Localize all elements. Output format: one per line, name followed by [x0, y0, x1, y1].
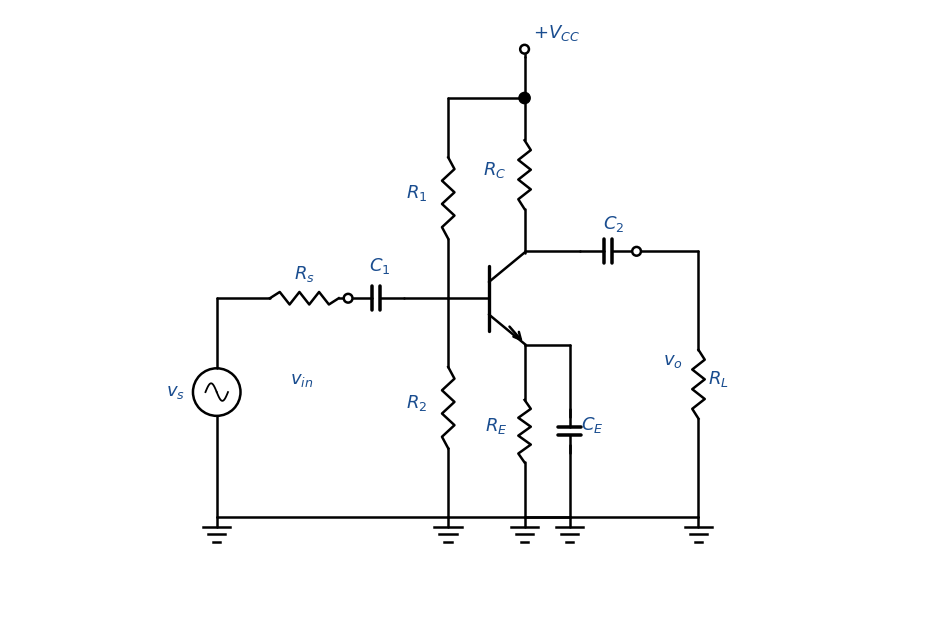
Circle shape	[520, 45, 529, 54]
Text: $R_E$: $R_E$	[485, 416, 507, 436]
Text: $C_1$: $C_1$	[369, 256, 390, 276]
Text: $R_2$: $R_2$	[406, 392, 428, 413]
Text: $C_2$: $C_2$	[602, 214, 624, 234]
Circle shape	[632, 247, 641, 256]
Text: $+V_{CC}$: $+V_{CC}$	[532, 23, 580, 43]
Text: $v_s$: $v_s$	[166, 383, 186, 401]
Circle shape	[519, 93, 531, 103]
Text: $R_1$: $R_1$	[406, 183, 428, 203]
Text: $R_L$: $R_L$	[708, 369, 729, 389]
Text: $R_s$: $R_s$	[294, 264, 315, 284]
Text: $v_{in}$: $v_{in}$	[290, 370, 313, 389]
Text: $v_o$: $v_o$	[663, 352, 683, 370]
Text: $R_C$: $R_C$	[483, 160, 506, 179]
Circle shape	[344, 294, 352, 302]
Text: $C_E$: $C_E$	[581, 415, 603, 435]
